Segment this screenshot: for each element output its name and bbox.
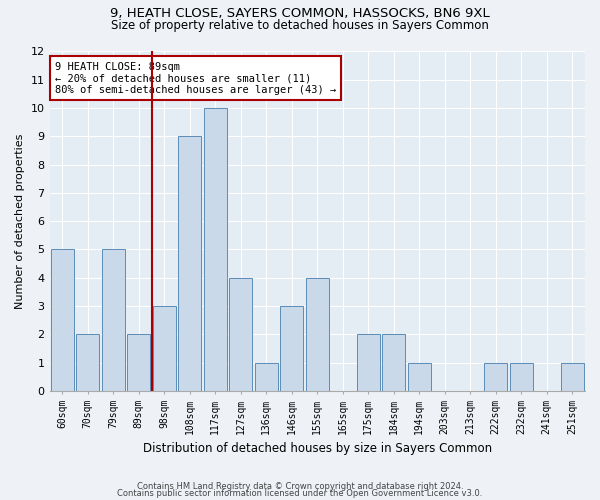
Bar [204,108,227,391]
Text: 9 HEATH CLOSE: 89sqm
← 20% of detached houses are smaller (11)
80% of semi-detac: 9 HEATH CLOSE: 89sqm ← 20% of detached h… [55,62,336,95]
Bar [255,362,278,391]
Text: Size of property relative to detached houses in Sayers Common: Size of property relative to detached ho… [111,19,489,32]
Bar [510,362,533,391]
Bar [76,334,99,391]
Bar [102,250,125,391]
X-axis label: Distribution of detached houses by size in Sayers Common: Distribution of detached houses by size … [143,442,492,455]
Bar [280,306,303,391]
Bar [306,278,329,391]
Bar [357,334,380,391]
Bar [178,136,201,391]
Bar [382,334,405,391]
Text: Contains public sector information licensed under the Open Government Licence v3: Contains public sector information licen… [118,490,482,498]
Text: Contains HM Land Registry data © Crown copyright and database right 2024.: Contains HM Land Registry data © Crown c… [137,482,463,491]
Y-axis label: Number of detached properties: Number of detached properties [15,134,25,309]
Bar [127,334,150,391]
Bar [229,278,252,391]
Bar [561,362,584,391]
Bar [153,306,176,391]
Bar [408,362,431,391]
Bar [484,362,507,391]
Text: 9, HEATH CLOSE, SAYERS COMMON, HASSOCKS, BN6 9XL: 9, HEATH CLOSE, SAYERS COMMON, HASSOCKS,… [110,8,490,20]
Bar [51,250,74,391]
